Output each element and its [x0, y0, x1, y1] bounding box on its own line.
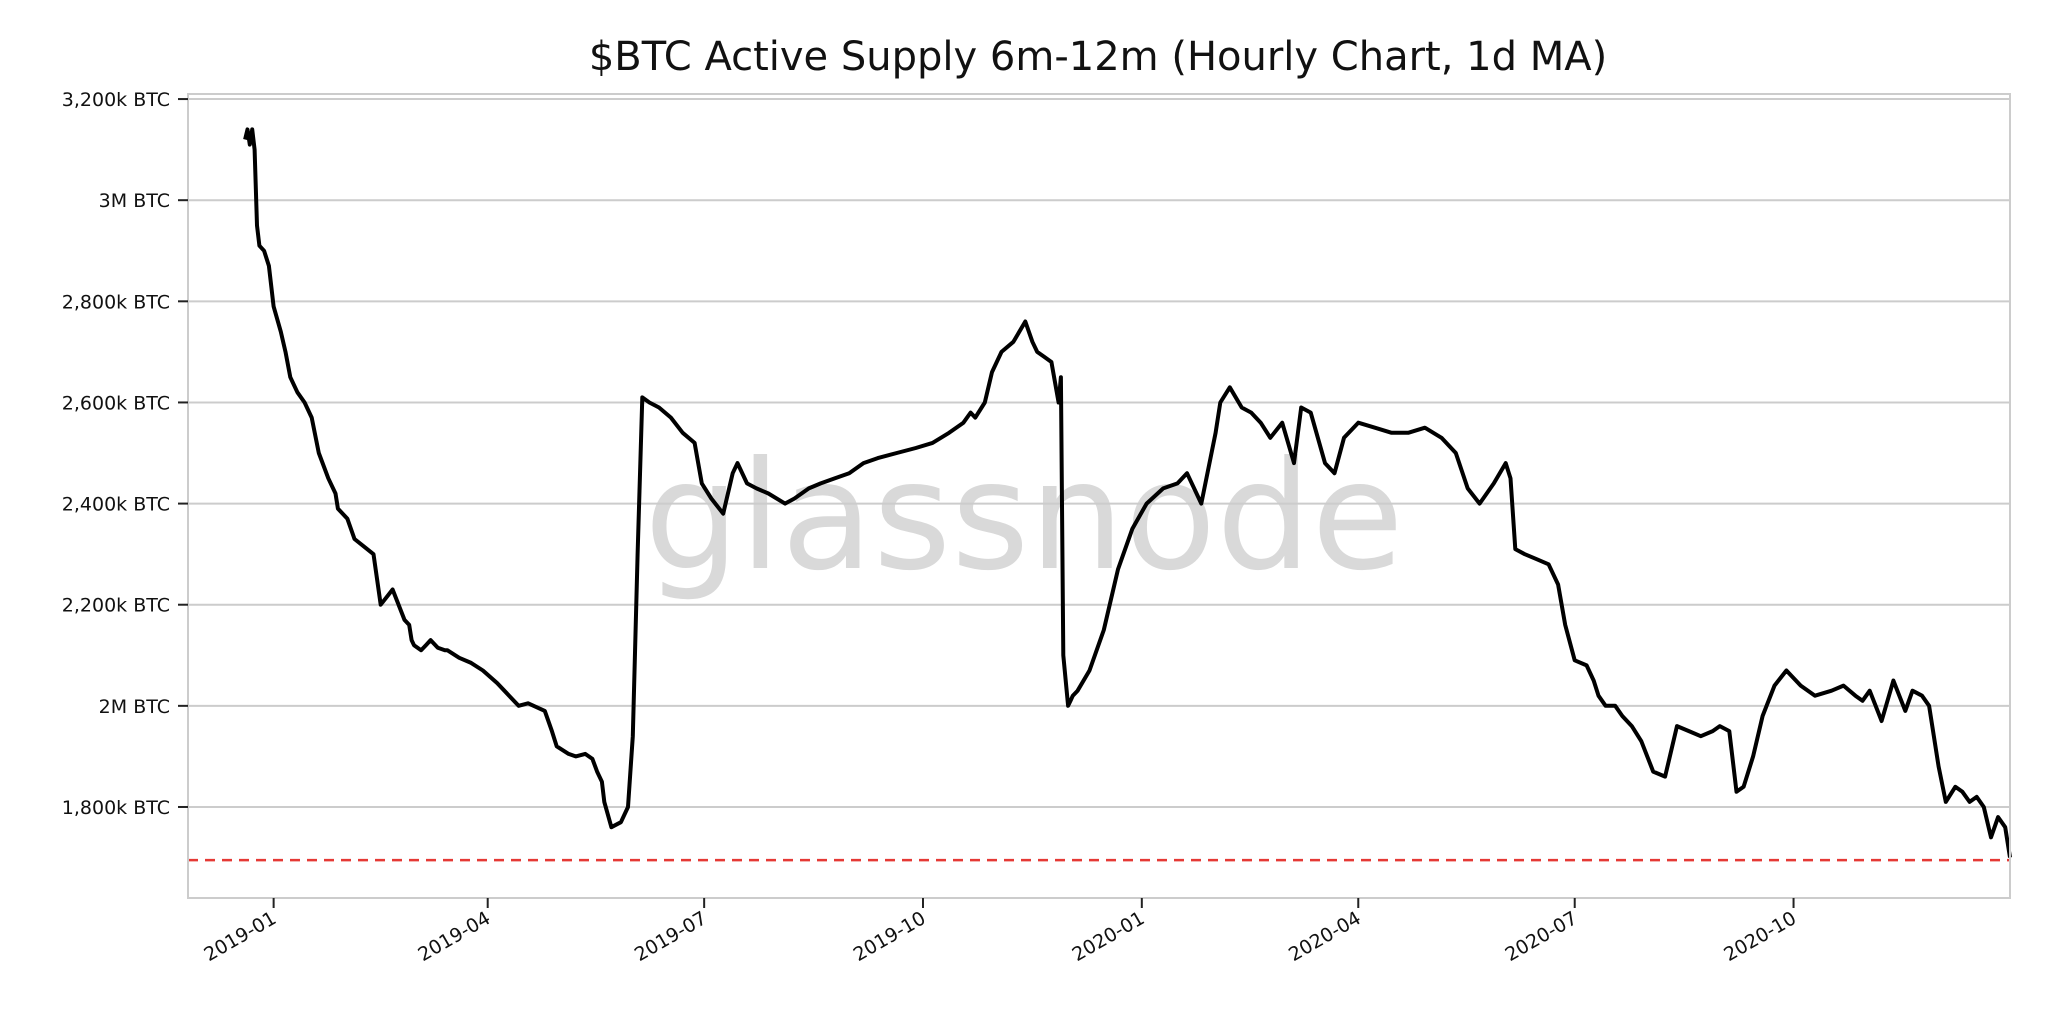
y-tick-label: 2,800k BTC	[62, 291, 170, 313]
chart-title: $BTC Active Supply 6m-12m (Hourly Chart,…	[589, 34, 1607, 80]
x-tick-label: 2020-01	[1069, 907, 1149, 966]
x-tick-label: 2019-04	[414, 907, 494, 966]
y-tick-label: 2M BTC	[99, 696, 170, 718]
x-tick-label: 2019-01	[200, 907, 280, 966]
series-line	[243, 127, 2012, 858]
y-tick-label: 2,400k BTC	[62, 494, 170, 516]
plot-frame	[187, 93, 2011, 899]
grid-lines	[188, 98, 2010, 808]
x-axis: 2019-01 2019-04 2019-07 2019-10 2020-01 2020-…	[200, 898, 1800, 966]
y-tick-label: 2,600k BTC	[62, 392, 170, 414]
watermark: glassnode	[644, 430, 1403, 604]
x-tick-label: 2020-04	[1285, 907, 1365, 966]
x-tick-label: 2020-10	[1720, 907, 1800, 966]
y-axis: 1,800k BTC 2M BTC 2,200k BTC 2,400k BTC 2,60…	[62, 89, 188, 819]
y-tick-label: 3M BTC	[99, 190, 170, 212]
x-tick-label: 2019-10	[850, 907, 930, 966]
x-tick-label: 2020-07	[1501, 907, 1581, 966]
y-tick-label: 1,800k BTC	[62, 797, 170, 819]
y-tick-label: 2,200k BTC	[62, 595, 170, 617]
x-tick-label: 2019-07	[631, 907, 711, 966]
y-tick-label: 3,200k BTC	[62, 89, 170, 111]
